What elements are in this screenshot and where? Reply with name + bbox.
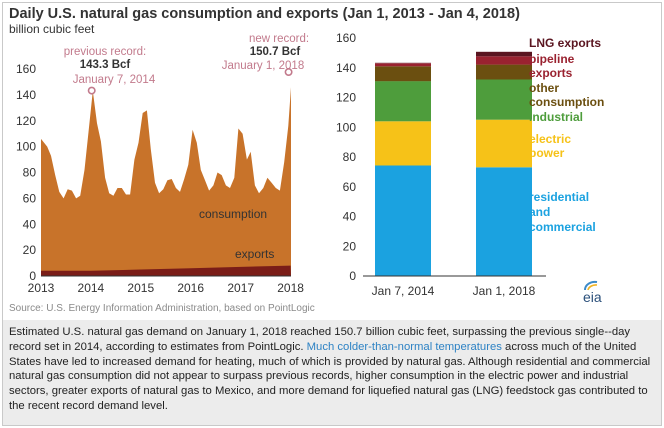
pipeline-exports-segment xyxy=(476,56,532,65)
legend-electric-power-2: power xyxy=(529,146,565,160)
bar-y-tick-label: 60 xyxy=(343,180,357,194)
y-tick-label: 20 xyxy=(23,243,37,257)
bar-y-tick-label: 140 xyxy=(336,61,356,75)
caption-link[interactable]: Much colder-than-normal temperatures xyxy=(306,340,502,353)
legend-pipeline-exports-2: exports xyxy=(529,66,573,80)
industrial-segment xyxy=(476,79,532,120)
exports-series-label: exports xyxy=(235,247,274,261)
bar-y-tick-label: 120 xyxy=(336,91,356,105)
eia-logo-arc-icon xyxy=(583,280,598,291)
previous-record-date: January 7, 2014 xyxy=(73,74,156,86)
legend-lng-exports: LNG exports xyxy=(529,36,601,50)
caption-text-end: across much of the United States have le… xyxy=(9,340,651,412)
residential-segment xyxy=(375,165,431,276)
bar-category-label: Jan 7, 2014 xyxy=(372,284,435,298)
legend-residential-commercial: residential xyxy=(529,190,589,204)
legend-pipeline-exports: pipeline xyxy=(529,52,575,66)
eia-logo: eia xyxy=(575,279,615,305)
new-record-label: new record: xyxy=(249,33,309,45)
bar-y-tick-label: 20 xyxy=(343,239,357,253)
bar-category-label: Jan 1, 2018 xyxy=(473,284,536,298)
bar-y-tick-label: 0 xyxy=(349,269,356,283)
bar-y-tick-label: 80 xyxy=(343,150,357,164)
new-record-value: 150.7 Bcf xyxy=(250,46,301,58)
eia-logo-text: eia xyxy=(583,289,602,305)
y-tick-label: 120 xyxy=(16,114,36,128)
y-tick-label: 160 xyxy=(16,62,36,76)
industrial-segment xyxy=(375,81,431,122)
x-tick-label: 2016 xyxy=(177,281,204,295)
x-tick-label: 2015 xyxy=(127,281,154,295)
previous-record-label: previous record: xyxy=(64,46,146,58)
x-tick-label: 2018 xyxy=(277,281,304,295)
bar-y-tick-label: 40 xyxy=(343,210,357,224)
legend-other-consumption: other xyxy=(529,81,559,95)
x-tick-label: 2014 xyxy=(78,281,105,295)
y-tick-label: 40 xyxy=(23,217,37,231)
other-consumption-segment xyxy=(476,64,532,80)
exports-area xyxy=(41,265,291,276)
y-tick-label: 60 xyxy=(23,191,37,205)
caption-box: Estimated U.S. natural gas demand on Jan… xyxy=(3,320,661,425)
electric-power-segment xyxy=(476,119,532,168)
bar-y-tick-label: 160 xyxy=(336,31,356,45)
lng-exports-segment xyxy=(476,51,532,57)
legend-other-consumption-2: consumption xyxy=(529,95,604,109)
legend-residential-commercial-3: commercial xyxy=(529,220,596,234)
previous-record-marker xyxy=(87,86,96,95)
caption-text-start: Estimated U.S. natural gas demand on Jan… xyxy=(9,326,631,353)
charts-canvas: 0 20 40 60 80 100 120 140 160 2013 2014 2015 2016 20… xyxy=(16,31,604,298)
consumption-series-label: consumption xyxy=(199,207,267,221)
consumption-area-chart: 0 20 40 60 80 100 120 140 160 2013 2014 2015 2016 20… xyxy=(16,33,309,295)
stacked-bar-chart: 0 20 40 60 80 100 120 140 160 Jan 7, 2014 Jan 1, … xyxy=(336,31,604,298)
y-tick-label: 0 xyxy=(29,269,36,283)
chart-subtitle: billion cubic feet xyxy=(9,22,95,36)
pipeline-exports-segment xyxy=(375,63,431,67)
y-tick-label: 140 xyxy=(16,88,36,102)
new-record-date: January 1, 2018 xyxy=(222,60,304,72)
legend-residential-commercial-2: and xyxy=(529,205,550,219)
other-consumption-segment xyxy=(375,66,431,82)
x-tick-label: 2013 xyxy=(28,281,55,295)
previous-record-value: 143.3 Bcf xyxy=(80,59,131,71)
legend-industrial: industrial xyxy=(529,110,583,124)
residential-segment xyxy=(476,167,532,276)
consumption-area xyxy=(41,87,291,276)
caption-text: Estimated U.S. natural gas demand on Jan… xyxy=(3,320,661,414)
legend-electric-power: electric xyxy=(529,132,571,146)
chart-title: Daily U.S. natural gas consumption and e… xyxy=(9,6,520,22)
source-note: Source: U.S. Energy Information Administ… xyxy=(9,303,315,314)
y-tick-label: 100 xyxy=(16,140,36,154)
electric-power-segment xyxy=(375,121,431,166)
bar-y-tick-label: 100 xyxy=(336,120,356,134)
x-tick-label: 2017 xyxy=(227,281,254,295)
y-tick-label: 80 xyxy=(23,166,37,180)
new-record-marker xyxy=(284,68,293,77)
